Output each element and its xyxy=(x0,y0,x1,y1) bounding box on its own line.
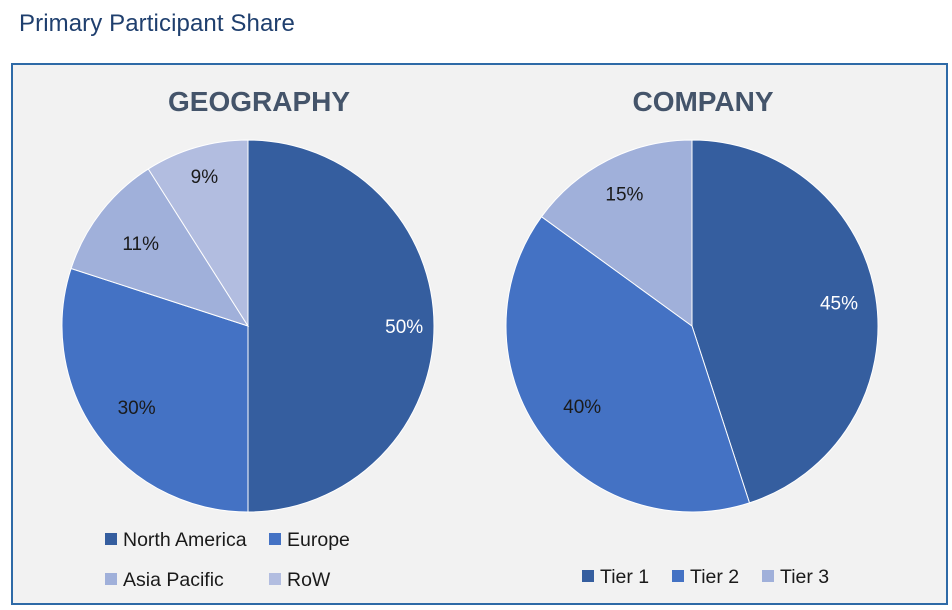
legend-label-north-america: North America xyxy=(123,529,247,551)
slice-label-row: 9% xyxy=(191,167,219,188)
slice-label-north-america: 50% xyxy=(385,317,423,338)
pie-slice-tier-2 xyxy=(505,215,751,513)
legend-label-tier-1: Tier 1 xyxy=(600,566,649,588)
pie-chart-geography: GEOGRAPHY 50% 30% 11% 9% North America Europe A… xyxy=(61,86,435,591)
slice-label-europe: 30% xyxy=(118,398,156,419)
chart-title: COMPANY xyxy=(632,86,773,117)
pie-slice-row xyxy=(147,139,249,328)
slice-label-tier-1: 45% xyxy=(820,294,858,315)
legend-label-tier-3: Tier 3 xyxy=(780,566,829,588)
slice-label-tier-3: 15% xyxy=(605,184,643,205)
legend-label-tier-2: Tier 2 xyxy=(690,566,739,588)
legend-label-row: RoW xyxy=(287,569,331,591)
legend-label-europe: Europe xyxy=(287,529,350,551)
page-title: Primary Participant Share xyxy=(19,10,295,37)
pie-slice-europe xyxy=(61,267,249,513)
pie-chart-company: COMPANY 45% 40% 15% Tier 1 Tier 2 Tier 3 xyxy=(505,86,879,588)
pie-slice-tier-3 xyxy=(540,139,693,327)
legend-swatch-tier-2 xyxy=(672,570,684,582)
legend-label-asia-pacific: Asia Pacific xyxy=(123,569,224,591)
legend-swatch-row xyxy=(269,573,281,585)
pie-slice-north-america xyxy=(247,139,435,513)
legend-swatch-tier-1 xyxy=(582,570,594,582)
pie-slice-tier-1 xyxy=(691,139,879,504)
pie-slice-asia-pacific xyxy=(70,168,250,327)
legend-swatch-north-america xyxy=(105,533,117,545)
slice-label-asia-pacific: 11% xyxy=(122,234,159,255)
slice-label-tier-2: 40% xyxy=(563,397,601,418)
legend-swatch-europe xyxy=(269,533,281,545)
legend-swatch-tier-3 xyxy=(762,570,774,582)
chart-title: GEOGRAPHY xyxy=(168,86,350,117)
legend-swatch-asia-pacific xyxy=(105,573,117,585)
